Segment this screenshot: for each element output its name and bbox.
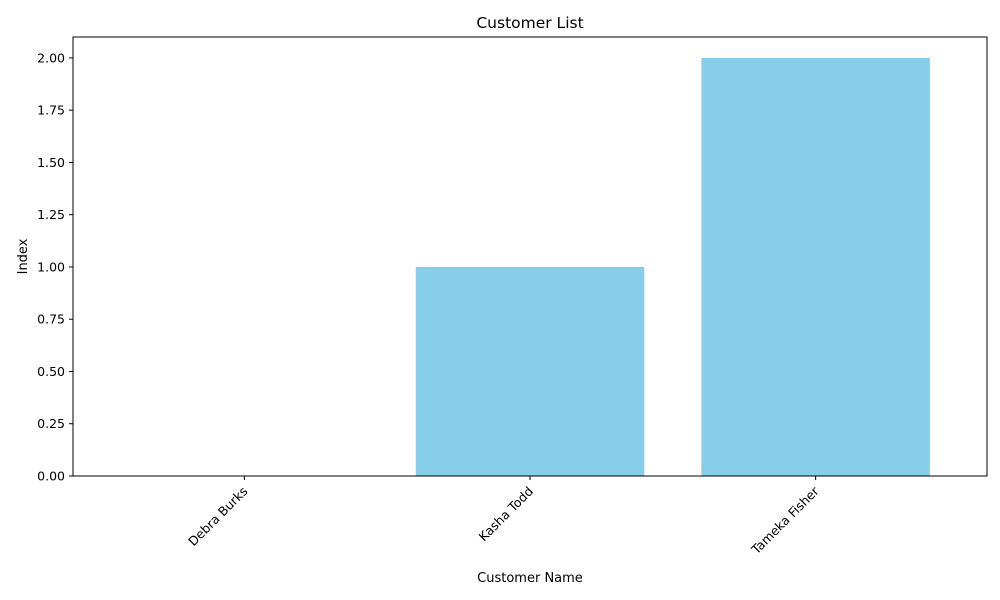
y-tick-label: 1.75	[37, 103, 65, 118]
y-tick-label: 2.00	[37, 50, 65, 65]
y-tick-label: 1.00	[37, 259, 65, 274]
y-tick-label: 1.50	[37, 155, 65, 170]
y-tick-label: 0.00	[37, 469, 65, 484]
bar-2	[701, 57, 930, 477]
y-tick-label: 0.50	[37, 364, 65, 379]
bars-layer	[415, 57, 930, 477]
bar-1	[415, 266, 645, 476]
y-tick-label: 0.25	[37, 416, 65, 431]
y-axis-label: Index	[16, 238, 31, 274]
y-axis-ticks: 0.00 0.25 0.50 0.75 1.00 1.25 1.50 1.75 2.00	[37, 50, 73, 484]
plot-frame	[72, 36, 988, 477]
x-axis-label: Customer Name	[477, 571, 583, 586]
y-tick-label: 0.75	[37, 312, 65, 327]
y-tick-label: 1.25	[37, 207, 65, 222]
chart-title: Customer List	[476, 14, 583, 32]
